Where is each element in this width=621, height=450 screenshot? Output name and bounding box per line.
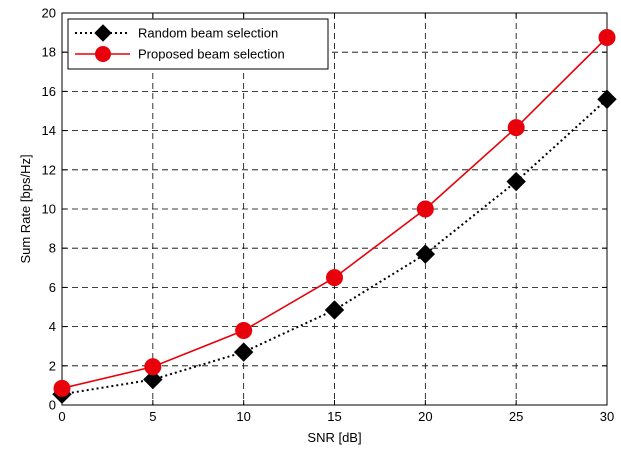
data-point bbox=[143, 369, 163, 390]
y-tick-label: 10 bbox=[42, 202, 56, 217]
legend-item-1: Random beam selection bbox=[75, 24, 278, 42]
y-tick-label: 12 bbox=[42, 162, 56, 177]
data-point bbox=[507, 119, 525, 137]
data-point bbox=[326, 269, 343, 287]
legend-item-2: Proposed beam selection bbox=[75, 46, 285, 62]
data-point bbox=[144, 358, 162, 376]
data-point bbox=[235, 322, 253, 340]
x-tick-label: 25 bbox=[509, 409, 523, 424]
y-tick-label: 0 bbox=[49, 398, 56, 413]
data-point bbox=[506, 171, 526, 192]
y-tick-label: 18 bbox=[42, 45, 56, 60]
data-point bbox=[53, 379, 71, 397]
legend-box bbox=[67, 18, 329, 70]
data-point bbox=[324, 300, 345, 320]
y-tick-label: 6 bbox=[49, 280, 56, 295]
x-tick-label: 30 bbox=[600, 409, 614, 424]
series-layer bbox=[52, 29, 617, 404]
y-tick-label: 4 bbox=[49, 319, 56, 334]
legend-label: Random beam selection bbox=[138, 26, 278, 41]
series-2 bbox=[53, 29, 616, 397]
x-tick-label: 0 bbox=[58, 409, 65, 424]
data-point bbox=[598, 29, 616, 46]
legend-marker bbox=[95, 46, 111, 62]
series-1 bbox=[52, 89, 617, 404]
legend: Random beam selection Proposed beam selec… bbox=[67, 18, 329, 70]
x-axis-label: SNR [dB] bbox=[307, 430, 361, 445]
x-tick-label: 15 bbox=[327, 409, 341, 424]
x-tick-label: 5 bbox=[149, 409, 156, 424]
ticks: 0 5 10 15 20 25 30 0 2 4 6 8 10 12 14 16 18 20 bbox=[42, 6, 615, 425]
y-tick-label: 14 bbox=[42, 123, 56, 138]
y-tick-label: 2 bbox=[49, 358, 56, 373]
data-point bbox=[233, 342, 254, 362]
data-point bbox=[415, 244, 436, 264]
y-tick-label: 8 bbox=[49, 241, 56, 256]
legend-marker bbox=[94, 24, 112, 42]
y-axis-label: Sum Rate [bps/Hz] bbox=[18, 154, 33, 263]
legend-label: Proposed beam selection bbox=[138, 47, 285, 62]
data-point bbox=[416, 200, 434, 218]
y-tick-label: 16 bbox=[42, 84, 56, 99]
x-tick-label: 10 bbox=[236, 409, 250, 424]
x-tick-label: 20 bbox=[418, 409, 432, 424]
y-tick-label: 20 bbox=[42, 6, 56, 21]
data-point bbox=[597, 89, 617, 109]
